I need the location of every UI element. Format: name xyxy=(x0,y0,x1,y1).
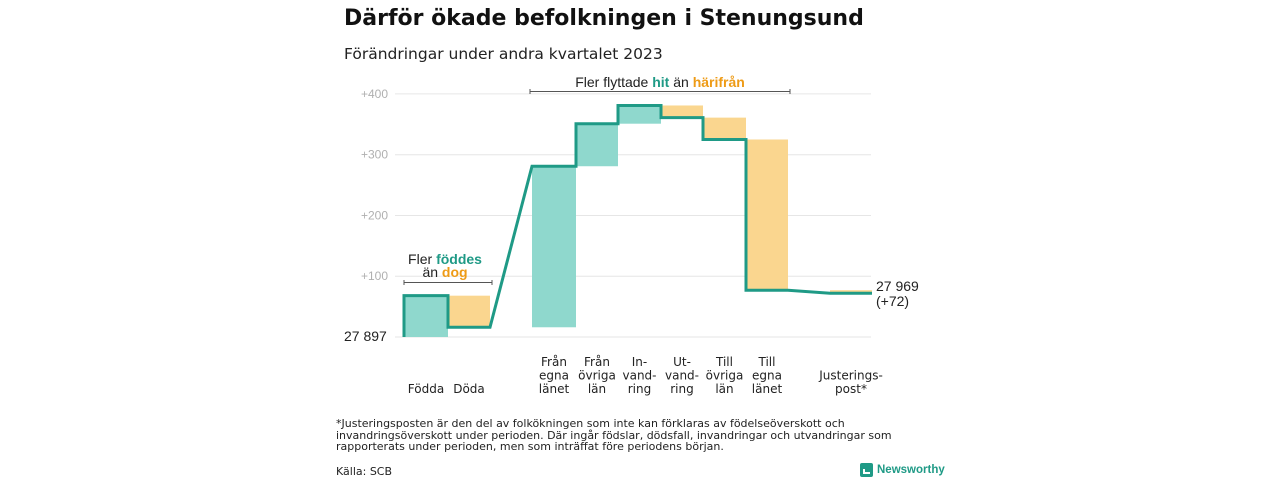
x-label-invandring: In- xyxy=(632,355,647,369)
x-label-utvandring: Ut- xyxy=(673,355,691,369)
y-tick-label: +300 xyxy=(361,148,388,162)
migration-bracket xyxy=(529,89,791,94)
x-label-justeringspost: Justerings- xyxy=(818,369,883,383)
x-label-till-egna-lanet: egna xyxy=(752,369,782,383)
x-label-till-egna-lanet: Till xyxy=(758,355,776,369)
x-label-utvandring: ring xyxy=(670,382,694,396)
waterfall-chart: +100+200+300+400 Födda DödaFrånegnalänetF… xyxy=(344,74,919,396)
bar-invandring xyxy=(618,105,661,124)
bar-utvandring xyxy=(661,105,703,118)
x-label-fran-egna-lanet: länet xyxy=(539,382,570,396)
bar-doda xyxy=(448,295,490,328)
births-bracket xyxy=(403,280,493,285)
y-tick-label: +100 xyxy=(361,269,388,283)
bars xyxy=(404,105,872,337)
births-annotation-line1: Fler föddes xyxy=(408,251,482,267)
x-label-till-egna-lanet: länet xyxy=(752,382,783,396)
end-value-label: 27 969 xyxy=(876,278,919,294)
x-label-fodda: Födda xyxy=(408,382,444,396)
migration-annotation: Fler flyttade hit än härifrån xyxy=(529,74,791,94)
bar-justeringspost xyxy=(830,290,872,294)
y-tick-label: +400 xyxy=(361,87,388,101)
bar-till-ovriga-lan xyxy=(703,117,746,140)
chart-title: Därför ökade befolkningen i Stenungsund xyxy=(344,6,864,31)
births-annotation-line2: än dog xyxy=(422,264,467,280)
migration-annotation-text: Fler flyttade hit än härifrån xyxy=(575,74,745,90)
brand-name: Newsworthy xyxy=(877,464,945,476)
x-label-till-ovriga-lan: Till xyxy=(715,355,733,369)
x-label-invandring: vand- xyxy=(622,369,656,383)
chart-subtitle: Förändringar under andra kvartalet 2023 xyxy=(344,45,663,63)
x-label-till-ovriga-lan: län xyxy=(715,382,733,396)
newsworthy-chart-icon xyxy=(860,463,873,477)
x-label-fran-ovriga-lan: Från xyxy=(584,355,610,369)
bar-fran-ovriga-lan xyxy=(576,123,618,167)
x-label-fran-ovriga-lan: övriga xyxy=(578,369,616,383)
footnote: *Justeringsposten är den del av folkökni… xyxy=(336,417,892,453)
source-label: Källa: SCB xyxy=(336,465,393,478)
bar-fran-egna-lanet xyxy=(532,166,576,328)
x-label-utvandring: vand- xyxy=(665,369,699,383)
y-axis: +100 +200 +300 +400 xyxy=(361,87,388,283)
x-label-justeringspost: post* xyxy=(835,382,867,396)
x-label-till-ovriga-lan: övriga xyxy=(706,369,744,383)
births-annotation: Fler föddes än dog xyxy=(403,251,493,285)
newsworthy-logo: Newsworthy xyxy=(860,463,945,477)
x-axis-labels: Födda DödaFrånegnalänetFrånövrigalänIn-va… xyxy=(408,355,883,396)
x-label-fran-egna-lanet: egna xyxy=(539,369,569,383)
x-label-fran-ovriga-lan: län xyxy=(588,382,606,396)
grid-lines xyxy=(395,93,871,338)
step-line xyxy=(402,103,872,337)
y-tick-label: +200 xyxy=(361,208,388,222)
x-label-invandring: ring xyxy=(628,382,652,396)
x-label-doda: Döda xyxy=(453,382,485,396)
x-label-fran-egna-lanet: Från xyxy=(541,355,567,369)
start-value-label: 27 897 xyxy=(344,328,387,344)
end-change-label: (+72) xyxy=(876,293,909,309)
bar-till-egna-lanet xyxy=(746,139,788,291)
bar-fodda xyxy=(404,295,448,337)
